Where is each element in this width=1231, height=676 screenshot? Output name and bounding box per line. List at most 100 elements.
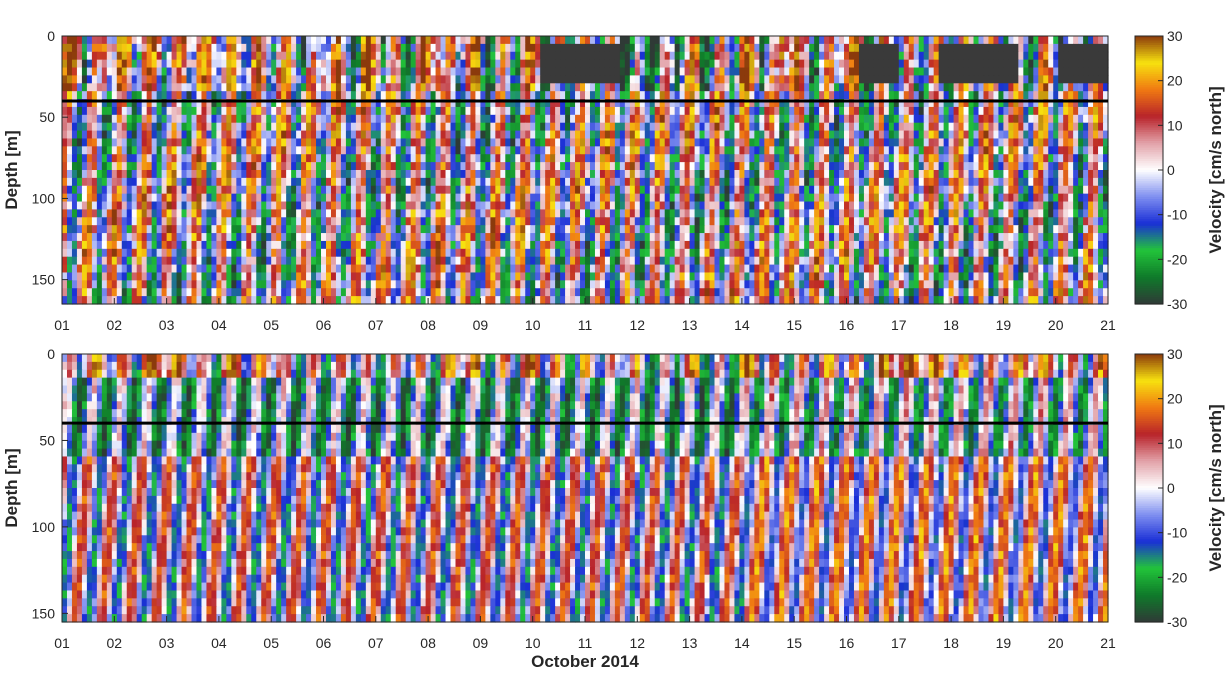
heatmap-cell [695,44,701,52]
heatmap-cell [959,107,965,115]
heatmap-cell [525,52,531,60]
heatmap-cell [431,138,437,146]
heatmap-cell [366,83,372,91]
heatmap-cell [137,178,143,186]
heatmap-cell [112,83,118,91]
heatmap-cell [460,123,466,131]
heatmap-cell [515,91,521,99]
heatmap-cell [675,60,681,68]
heatmap-cell [575,186,581,194]
heatmap-cell [1043,202,1049,210]
heatmap-cell [456,107,462,115]
heatmap-cell [670,202,676,210]
heatmap-cell [147,202,153,210]
heatmap-cell [690,194,696,202]
heatmap-cell [366,217,372,225]
heatmap-cell [127,146,133,154]
heatmap-cell [680,146,686,154]
heatmap-cell [749,115,755,123]
heatmap-cell [1013,115,1019,123]
heatmap-cell [1078,91,1084,99]
heatmap-cell [401,217,407,225]
heatmap-cell [749,83,755,91]
heatmap-cell [665,202,671,210]
heatmap-cell [924,68,930,76]
heatmap-cell [107,138,113,146]
heatmap-cell [206,186,212,194]
heatmap-cell [560,154,566,162]
heatmap-cell [376,75,382,83]
heatmap-cell [1068,186,1074,194]
heatmap-cell [724,60,730,68]
heatmap-cell [600,146,606,154]
heatmap-cell [132,146,138,154]
heatmap-cell [749,146,755,154]
heatmap-cell [441,170,447,178]
heatmap-cell [246,202,252,210]
heatmap-cell [117,217,123,225]
heatmap-cell [914,146,920,154]
heatmap-cell [470,186,476,194]
heatmap-cell [655,209,661,217]
heatmap-cell [889,115,895,123]
heatmap-cell [620,131,626,139]
heatmap-cell [749,131,755,139]
heatmap-cell [251,217,257,225]
heatmap-cell [944,75,950,83]
heatmap-cell [306,60,312,68]
heatmap-cell [630,91,636,99]
heatmap-cell [779,146,785,154]
heatmap-cell [904,202,910,210]
heatmap-cell [351,83,357,91]
heatmap-cell [545,146,551,154]
heatmap-cell [729,60,735,68]
heatmap-cell [1043,138,1049,146]
heatmap-cell [635,52,641,60]
heatmap-cell [884,186,890,194]
heatmap-cell [142,52,148,60]
heatmap-cell [824,36,830,44]
heatmap-cell [421,107,427,115]
heatmap-cell [336,115,342,123]
heatmap-cell [769,36,775,44]
heatmap-cell [620,194,626,202]
heatmap-cell [1088,131,1094,139]
heatmap-cell [680,68,686,76]
heatmap-cell [954,36,960,44]
heatmap-cell [411,186,417,194]
heatmap-cell [605,68,611,76]
heatmap-cell [929,154,935,162]
heatmap-cell [152,107,158,115]
heatmap-cell [306,186,312,194]
heatmap-cell [739,131,745,139]
heatmap-cell [1078,186,1084,194]
heatmap-cell [1088,52,1094,60]
heatmap-cell [625,83,631,91]
heatmap-cell [366,52,372,60]
heatmap-cell [1003,202,1009,210]
heatmap-cell [460,209,466,217]
heatmap-cell [545,178,551,186]
heatmap-cell [1093,186,1099,194]
heatmap-cell [759,138,765,146]
heatmap-cell [645,146,651,154]
heatmap-cell [301,178,307,186]
heatmap-cell [460,60,466,68]
heatmap-cell [167,170,173,178]
heatmap-cell [406,68,412,76]
heatmap-cell [779,75,785,83]
heatmap-cell [590,107,596,115]
heatmap-cell [809,170,815,178]
heatmap-cell [416,154,422,162]
heatmap-cell [849,68,855,76]
heatmap-cell [231,60,237,68]
heatmap-cell [585,131,591,139]
heatmap-cell [769,217,775,225]
heatmap-cell [1033,146,1039,154]
heatmap-cell [550,217,556,225]
heatmap-cell [276,186,282,194]
heatmap-cell [824,60,830,68]
heatmap-cell [92,217,98,225]
heatmap-cell [1073,36,1079,44]
heatmap-cell [211,68,217,76]
